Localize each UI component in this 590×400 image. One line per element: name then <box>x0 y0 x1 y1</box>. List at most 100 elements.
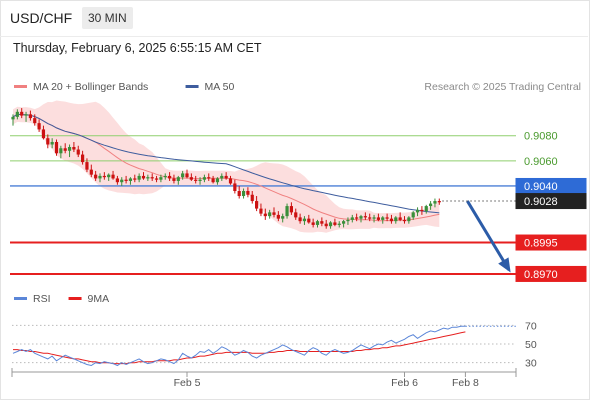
candle-body <box>250 194 254 202</box>
symbol-title: USD/CHF <box>10 10 73 26</box>
price-legend-entry: MA 20 + Bollinger Bands <box>33 81 148 93</box>
candle-body <box>376 217 380 220</box>
rsi-panel: RSI 9MA 70 50 30 <box>12 293 537 370</box>
candle-body <box>294 212 298 218</box>
candle-body <box>281 216 285 219</box>
projection-arrowhead <box>498 257 511 273</box>
candle-body <box>198 179 202 181</box>
candle-body <box>89 169 93 175</box>
candle-body <box>372 217 376 219</box>
candle-body <box>81 154 85 163</box>
candle-body <box>342 221 346 224</box>
candle-body <box>41 129 46 139</box>
candle-body <box>255 201 259 209</box>
candle-body <box>241 191 246 197</box>
rsi-legend-swatch <box>68 297 82 300</box>
bollinger-bands <box>13 100 440 233</box>
candle-body <box>315 221 320 225</box>
projection <box>442 200 516 273</box>
candle-body <box>411 212 415 218</box>
candle-body <box>337 223 341 225</box>
candle-body <box>172 178 176 181</box>
candle-body <box>72 147 76 150</box>
candle-body <box>115 178 119 183</box>
candle-body <box>298 217 302 222</box>
candle-body <box>276 214 280 219</box>
candle-body <box>355 217 359 219</box>
candle-body <box>389 218 394 222</box>
candle-body <box>207 177 211 179</box>
candle-body <box>163 175 167 178</box>
candle-body <box>285 206 289 217</box>
candle-body <box>202 177 206 180</box>
candle-body <box>328 222 333 227</box>
rsi-tick-30: 30 <box>525 358 537 370</box>
candle-body <box>76 149 80 155</box>
candle-body <box>63 148 67 151</box>
candle-body <box>233 183 237 191</box>
candle-body <box>333 222 337 225</box>
candle-body <box>224 175 228 179</box>
candle-body <box>311 222 315 225</box>
candle-body <box>407 217 411 222</box>
rsi-tick-70: 70 <box>525 320 537 332</box>
candle-body <box>111 174 115 179</box>
price-legend-swatch <box>14 85 27 88</box>
candle-body <box>259 208 263 214</box>
candle-body <box>359 216 363 219</box>
candle-body <box>24 114 28 116</box>
rsi-legend-entry: 9MA <box>88 293 110 305</box>
candle-body <box>98 175 102 179</box>
candle-body <box>346 219 350 222</box>
candle-body <box>402 219 407 222</box>
candle-body <box>128 178 133 181</box>
candle-body <box>385 217 389 219</box>
projection-arrow <box>466 200 511 271</box>
candle-body <box>424 206 428 212</box>
candle-body <box>150 177 154 179</box>
candle-body <box>268 212 272 217</box>
candle-body <box>211 178 215 183</box>
candle-body <box>415 209 420 213</box>
candle-body <box>350 217 354 220</box>
candle-body <box>398 217 402 220</box>
candle-body <box>381 217 385 220</box>
candle-body <box>420 209 424 212</box>
candle-body <box>185 173 189 178</box>
candle-body <box>59 148 63 154</box>
time-tick-label: Feb 5 <box>174 377 201 389</box>
candle-body <box>433 201 437 204</box>
candle-body <box>67 147 72 151</box>
candle-body <box>181 173 185 178</box>
candle-body <box>15 111 19 117</box>
candle-body <box>159 177 163 180</box>
rsi-legend-swatch <box>14 297 27 300</box>
candle-body <box>28 114 32 119</box>
candle-body <box>437 201 441 203</box>
time-tick-label: Feb 8 <box>452 377 479 389</box>
candle-body <box>94 174 98 179</box>
price-legend-entry: MA 50 <box>205 81 235 93</box>
candle-body <box>107 174 111 178</box>
candle-body <box>146 177 150 179</box>
bollinger-band-area <box>13 100 440 233</box>
level-label-0.9080: 0.9080 <box>524 131 558 143</box>
rsi-line <box>12 325 466 367</box>
candle-body <box>50 141 54 145</box>
candle-body <box>289 206 293 213</box>
candle-body <box>54 141 59 154</box>
rsi-ma-line <box>13 331 466 365</box>
level-label-0.8995-box <box>515 234 587 251</box>
level-label-0.9060: 0.9060 <box>524 156 558 168</box>
level-label-0.8995: 0.8995 <box>524 238 558 250</box>
candle-body <box>302 218 307 222</box>
credit-text: Research © 2025 Trading Central <box>424 81 581 93</box>
candlesticks <box>11 108 441 229</box>
candle-body <box>46 138 50 145</box>
timeframe-button[interactable]: 30 MIN <box>82 7 133 29</box>
candle-body <box>194 179 198 181</box>
candle-body <box>324 223 328 227</box>
price-legend: MA 20 + Bollinger Bands MA 50 <box>14 81 234 93</box>
candle-body <box>272 212 276 215</box>
